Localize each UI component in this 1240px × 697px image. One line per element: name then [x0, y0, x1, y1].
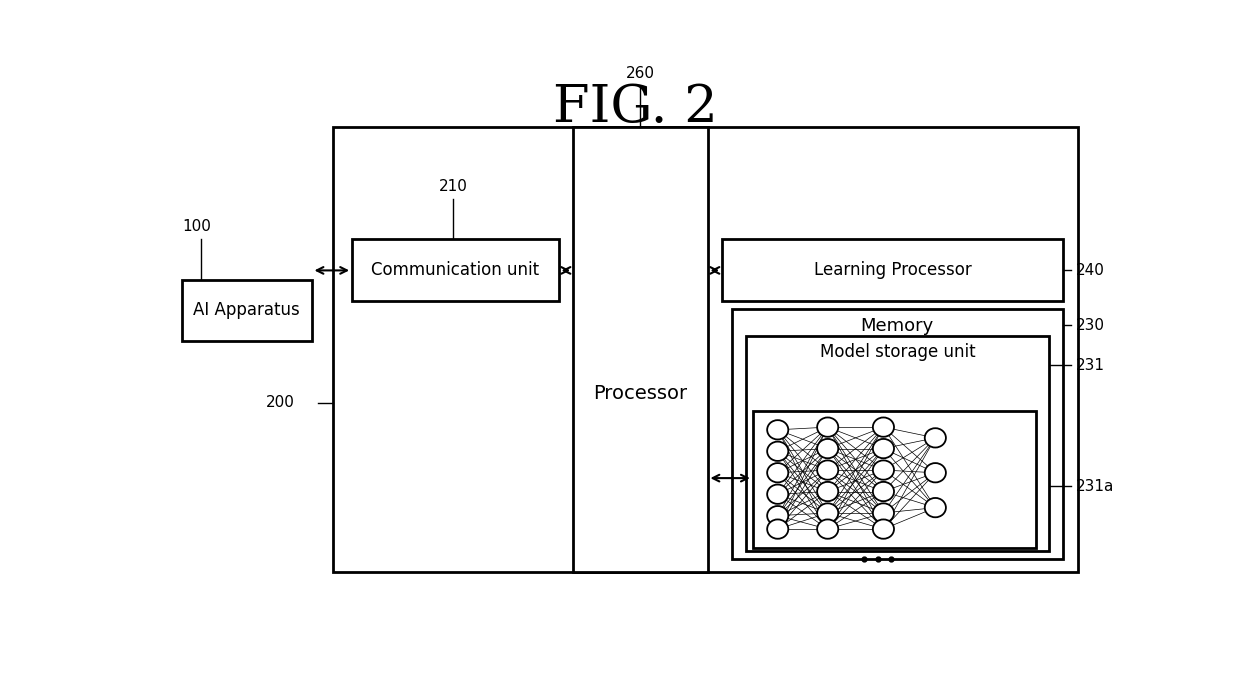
Text: 231: 231 [1075, 358, 1105, 373]
Ellipse shape [873, 418, 894, 437]
Text: 231a: 231a [1075, 479, 1114, 493]
Ellipse shape [768, 442, 789, 461]
Ellipse shape [768, 463, 789, 482]
Text: 200: 200 [265, 395, 294, 411]
Bar [722, 239, 1063, 301]
Bar [732, 309, 1063, 558]
Text: 260: 260 [626, 66, 655, 81]
Bar [573, 127, 708, 572]
Ellipse shape [873, 439, 894, 458]
Ellipse shape [925, 428, 946, 447]
Text: Communication unit: Communication unit [371, 261, 539, 279]
Bar [352, 239, 558, 301]
Ellipse shape [768, 506, 789, 526]
Text: 210: 210 [439, 178, 467, 194]
Ellipse shape [817, 439, 838, 458]
Ellipse shape [768, 420, 789, 440]
Ellipse shape [817, 519, 838, 539]
Text: 100: 100 [182, 219, 211, 234]
Ellipse shape [873, 519, 894, 539]
Text: 230: 230 [1075, 318, 1105, 332]
Text: AI Apparatus: AI Apparatus [193, 301, 300, 319]
Bar [182, 279, 311, 342]
Text: 240: 240 [1075, 263, 1105, 277]
Ellipse shape [925, 463, 946, 482]
Text: Model storage unit: Model storage unit [820, 343, 975, 361]
Ellipse shape [817, 418, 838, 437]
Bar [753, 411, 1037, 548]
Bar [332, 127, 1078, 572]
Ellipse shape [925, 498, 946, 517]
Ellipse shape [873, 503, 894, 523]
Bar [746, 336, 1049, 551]
Text: Processor: Processor [593, 384, 687, 404]
Ellipse shape [768, 484, 789, 504]
Ellipse shape [873, 461, 894, 480]
Ellipse shape [817, 461, 838, 480]
Ellipse shape [817, 482, 838, 501]
Ellipse shape [817, 503, 838, 523]
Ellipse shape [873, 482, 894, 501]
Text: FIG. 2: FIG. 2 [553, 82, 718, 133]
Ellipse shape [768, 519, 789, 539]
Text: Memory: Memory [861, 317, 934, 335]
Text: Learning Processor: Learning Processor [813, 261, 971, 279]
